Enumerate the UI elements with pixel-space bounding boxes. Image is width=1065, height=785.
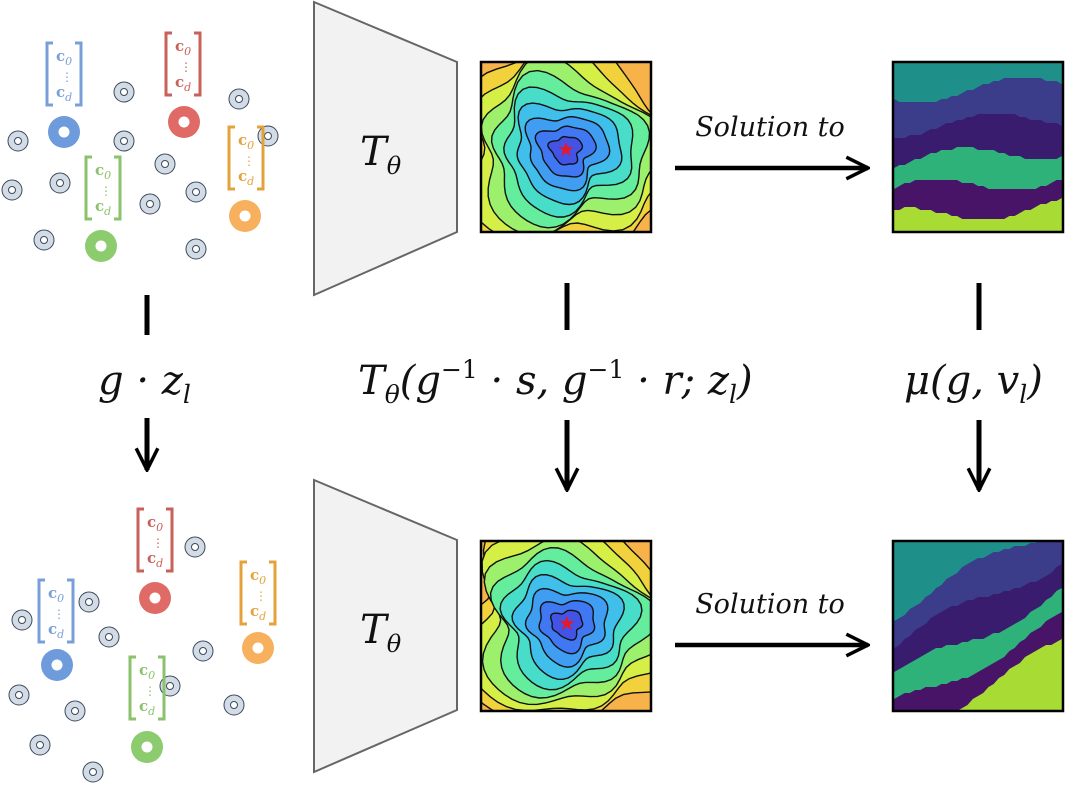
encoder-label-bottom: Tθ bbox=[360, 607, 402, 658]
gray-node bbox=[8, 684, 30, 706]
gray-node bbox=[1, 179, 23, 201]
contour-map-top bbox=[481, 62, 651, 232]
vector-dots: ⋮ bbox=[144, 684, 156, 698]
vector-entry-bottom: cd bbox=[139, 697, 155, 718]
vector-entry-bottom: cd bbox=[48, 620, 64, 641]
gray-node bbox=[185, 238, 207, 260]
gray-node bbox=[113, 81, 135, 103]
vector-entry-bottom: cd bbox=[250, 602, 266, 623]
gray-node bbox=[154, 153, 176, 175]
vector-orange: c0 ⋮cd bbox=[239, 560, 277, 626]
node-blue bbox=[48, 116, 80, 148]
vector-entry-top: c0 bbox=[56, 47, 72, 68]
contour-map-bottom bbox=[481, 541, 651, 711]
gray-node bbox=[7, 130, 29, 152]
vector-green: c0 ⋮cd bbox=[84, 155, 122, 221]
gray-node bbox=[223, 694, 245, 716]
star-icon: ★ bbox=[557, 137, 575, 161]
gray-node bbox=[98, 626, 120, 648]
solution-map-bottom bbox=[893, 541, 1063, 711]
node-orange bbox=[242, 632, 274, 664]
vector-entry-bottom: cd bbox=[238, 167, 254, 188]
vector-dots: ⋮ bbox=[243, 154, 255, 168]
vector-entry-top: c0 bbox=[250, 566, 266, 587]
solution-label-top: Solution to bbox=[695, 112, 845, 143]
node-orange bbox=[229, 200, 261, 232]
gray-node bbox=[228, 88, 250, 110]
node-red bbox=[168, 106, 200, 138]
label-transformed-encoder: Tθ(g−1 · s, g−1 · r; zl) bbox=[358, 355, 753, 409]
vector-dots: ⋮ bbox=[100, 184, 112, 198]
gray-node bbox=[113, 130, 135, 152]
vector-blue: c0 ⋮cd bbox=[37, 578, 75, 644]
encoder-label-top: Tθ bbox=[360, 129, 402, 180]
vector-dots: ⋮ bbox=[255, 589, 267, 603]
vector-entry-top: c0 bbox=[238, 131, 254, 152]
encoder-block-top: Tθ bbox=[313, 0, 458, 297]
solution-map-top bbox=[893, 62, 1063, 232]
vector-red: c0 ⋮cd bbox=[136, 507, 174, 573]
vector-entry-top: c0 bbox=[147, 513, 163, 534]
vector-entry-top: c0 bbox=[139, 661, 155, 682]
gray-node bbox=[257, 125, 279, 147]
gray-node bbox=[29, 734, 51, 756]
vector-entry-top: c0 bbox=[95, 161, 111, 182]
vector-dots: ⋮ bbox=[53, 607, 65, 621]
encoder-block-bottom: Tθ bbox=[313, 478, 458, 774]
gray-node bbox=[33, 229, 55, 251]
solution-label-bottom: Solution to bbox=[695, 589, 845, 620]
gray-node bbox=[184, 536, 206, 558]
vector-entry-bottom: cd bbox=[95, 197, 111, 218]
vector-orange: c0 ⋮cd bbox=[227, 125, 265, 191]
gray-node bbox=[139, 193, 161, 215]
vector-dots: ⋮ bbox=[152, 536, 164, 550]
star-icon: ★ bbox=[558, 611, 576, 635]
vector-dots: ⋮ bbox=[61, 70, 73, 84]
gray-node bbox=[185, 181, 207, 203]
gray-node bbox=[82, 761, 104, 783]
label-group-action: g · zl bbox=[98, 358, 191, 409]
gray-node bbox=[49, 172, 71, 194]
vector-entry-bottom: cd bbox=[175, 73, 191, 94]
vector-blue: c0 ⋮cd bbox=[45, 41, 83, 107]
vector-entry-top: c0 bbox=[48, 584, 64, 605]
vector-entry-bottom: cd bbox=[56, 83, 72, 104]
node-green bbox=[85, 230, 117, 262]
vector-entry-bottom: cd bbox=[147, 549, 163, 570]
vector-entry-top: c0 bbox=[175, 37, 191, 58]
gray-node bbox=[192, 640, 214, 662]
node-green bbox=[131, 731, 163, 763]
node-red bbox=[139, 582, 171, 614]
gray-node bbox=[78, 591, 100, 613]
vector-red: c0 ⋮cd bbox=[164, 31, 202, 97]
gray-node bbox=[11, 609, 33, 631]
vector-dots: ⋮ bbox=[180, 60, 192, 74]
label-output-action: μ(g, vl) bbox=[904, 358, 1043, 409]
gray-node bbox=[64, 700, 86, 722]
node-blue bbox=[41, 649, 73, 681]
vector-green: c0 ⋮cd bbox=[128, 655, 166, 721]
